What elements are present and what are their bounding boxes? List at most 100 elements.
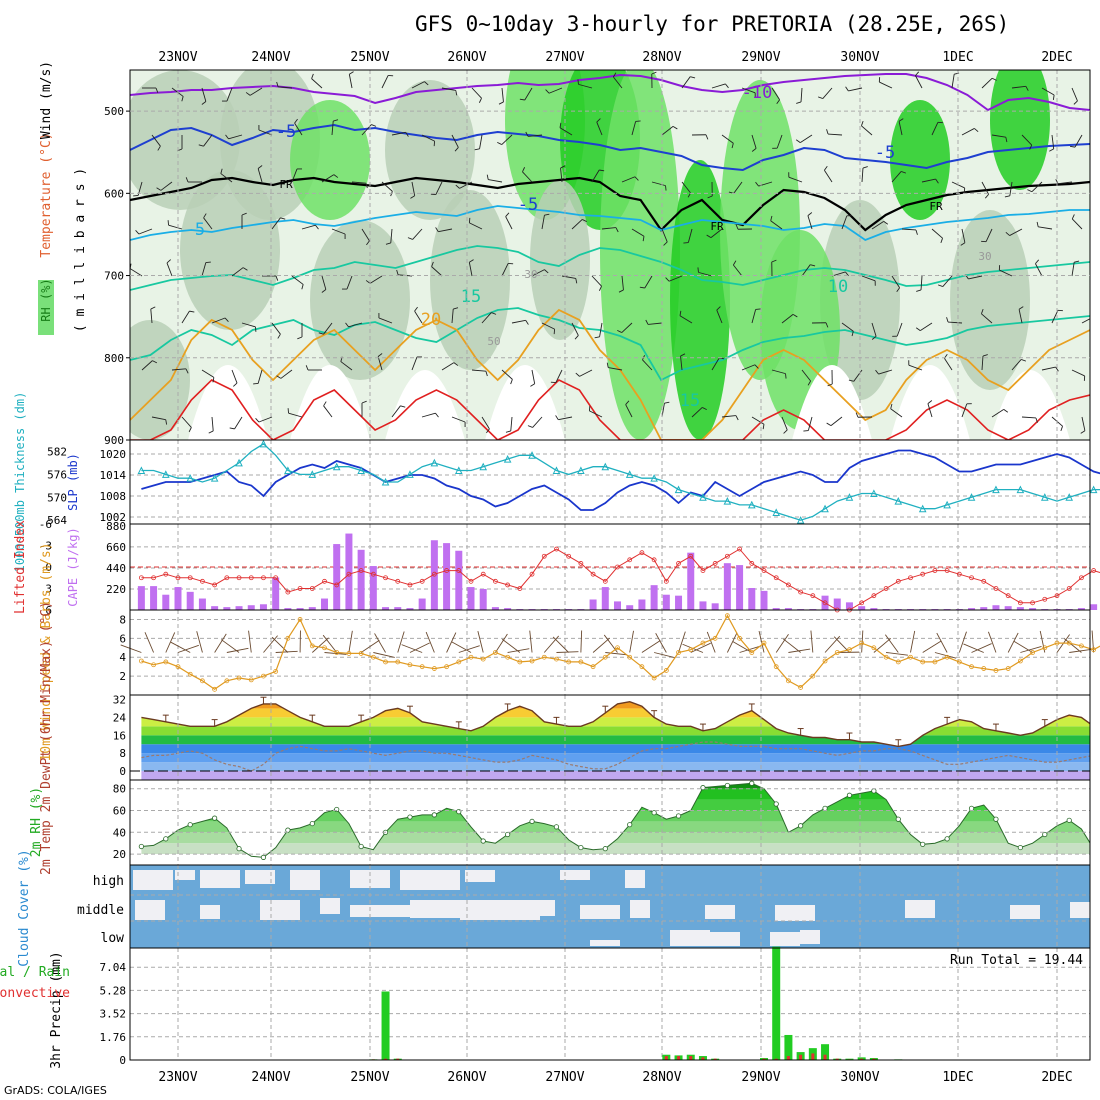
wind10-point bbox=[602, 654, 608, 660]
wind-barb-flag bbox=[642, 236, 645, 242]
wind10-point bbox=[639, 664, 645, 670]
wind-barb-flag bbox=[861, 120, 864, 126]
wind-barb bbox=[1071, 262, 1075, 277]
wind-barb-flag bbox=[1055, 179, 1059, 184]
rh-bands bbox=[141, 783, 1090, 855]
wind-barb bbox=[920, 322, 933, 332]
wind10-point bbox=[468, 654, 474, 660]
temp-band bbox=[141, 708, 1090, 718]
wind-barb bbox=[999, 269, 1013, 277]
li-point bbox=[395, 578, 401, 584]
wind10-barb bbox=[263, 635, 278, 653]
wind-barb-flag bbox=[890, 403, 893, 409]
precip-tick: 3.52 bbox=[100, 1008, 127, 1021]
thickness-point bbox=[284, 466, 292, 475]
li-point bbox=[810, 593, 816, 599]
wind-barb-flag bbox=[1005, 137, 1008, 143]
wind-barb-flag bbox=[635, 120, 641, 122]
wind-barb-flag bbox=[896, 287, 900, 293]
wind10-point bbox=[517, 659, 523, 665]
wind-barb-flag bbox=[498, 101, 504, 105]
wind10-barb bbox=[248, 630, 252, 653]
precip-convective-bar bbox=[701, 1057, 705, 1060]
thickness-point bbox=[601, 462, 610, 471]
contour-label: 5 bbox=[195, 220, 205, 240]
wind-barb-flag bbox=[365, 183, 368, 189]
wind10-point bbox=[834, 650, 840, 655]
li-point bbox=[517, 586, 523, 591]
wind10-point bbox=[773, 664, 779, 670]
wind-barb-flag bbox=[946, 317, 949, 323]
wind-barb bbox=[716, 309, 723, 324]
contour-label: FR bbox=[929, 200, 943, 213]
wind10-point bbox=[1079, 643, 1084, 649]
wind-barb-flag bbox=[486, 174, 489, 180]
wind-barb bbox=[687, 228, 693, 243]
date-label-top: 25NOV bbox=[350, 50, 389, 65]
temp2m-tick: 0 bbox=[119, 765, 126, 778]
rh2m-point bbox=[138, 843, 144, 850]
wind-barb-flag bbox=[365, 280, 371, 284]
cape-bar bbox=[369, 566, 377, 610]
wind-barb-flag bbox=[575, 372, 580, 377]
wind10-barb bbox=[196, 631, 203, 653]
cloud-clear-block bbox=[133, 870, 173, 890]
wind-barb bbox=[679, 315, 693, 324]
precip-convective-bar bbox=[664, 1056, 668, 1060]
wind-barb bbox=[571, 322, 579, 336]
wind10-barb bbox=[409, 642, 430, 653]
wind10-point bbox=[578, 659, 584, 665]
wind-barb bbox=[288, 412, 303, 418]
dewpt2m-line bbox=[141, 741, 1090, 772]
wind-barb-flag bbox=[771, 259, 777, 263]
wind10-point bbox=[883, 654, 889, 660]
wind-barb-flag bbox=[574, 335, 579, 340]
li-point bbox=[615, 564, 620, 570]
li-point bbox=[969, 575, 974, 581]
wind10-ylabel: 10m Wind Speed & Barbs (m/s) bbox=[39, 542, 54, 761]
wind-barb-flag bbox=[1060, 426, 1063, 432]
date-label-bottom: 2DEC bbox=[1041, 1070, 1072, 1085]
thickness-point bbox=[674, 485, 683, 494]
li-point bbox=[383, 575, 388, 581]
wind-barb-flag bbox=[810, 264, 816, 267]
y-tick-label: 500 bbox=[104, 105, 124, 118]
wind-barb-flag bbox=[883, 221, 889, 225]
contour-label: -10 bbox=[742, 83, 773, 103]
cape-bar bbox=[467, 587, 475, 610]
precip-ylabel: 3hr Precip (mm) bbox=[49, 951, 64, 1068]
wind-barb bbox=[201, 87, 207, 102]
wind-barb bbox=[391, 405, 401, 418]
wind-barb-flag bbox=[991, 77, 997, 81]
wind-barb bbox=[505, 216, 513, 230]
cloud-clear-block bbox=[630, 900, 650, 918]
cape-bar bbox=[723, 563, 731, 610]
wind-barb bbox=[621, 275, 624, 290]
wind-barb bbox=[931, 228, 943, 239]
slp-tick: 1008 bbox=[100, 490, 127, 503]
date-label-top: 1DEC bbox=[942, 50, 973, 65]
cape-bar bbox=[1077, 608, 1085, 610]
li-point bbox=[993, 586, 999, 591]
thickness-point bbox=[1089, 485, 1098, 494]
wind10-barb bbox=[495, 633, 508, 653]
precip-convective-bar bbox=[384, 1058, 388, 1060]
rh-legend-swatch bbox=[38, 280, 54, 335]
temp2m-tick: 16 bbox=[113, 729, 126, 742]
wind-barb bbox=[680, 356, 683, 371]
precip-convective-legend: Convective bbox=[0, 986, 70, 1001]
wind-barb bbox=[589, 410, 603, 418]
wind-barb bbox=[1009, 181, 1013, 196]
wind-barb-flag bbox=[762, 424, 765, 430]
thickness-tick: 576 bbox=[47, 468, 67, 481]
rh2m-point bbox=[871, 788, 877, 794]
wind-barb bbox=[451, 134, 459, 148]
wind-barb bbox=[511, 319, 526, 324]
wind-barb-flag bbox=[665, 277, 670, 282]
li-line bbox=[141, 548, 1100, 611]
wind-barb bbox=[931, 122, 939, 136]
cape-bar bbox=[504, 608, 512, 610]
wind-barb bbox=[522, 171, 533, 183]
wind-barb bbox=[228, 134, 243, 140]
wind-barb-flag bbox=[257, 165, 263, 169]
